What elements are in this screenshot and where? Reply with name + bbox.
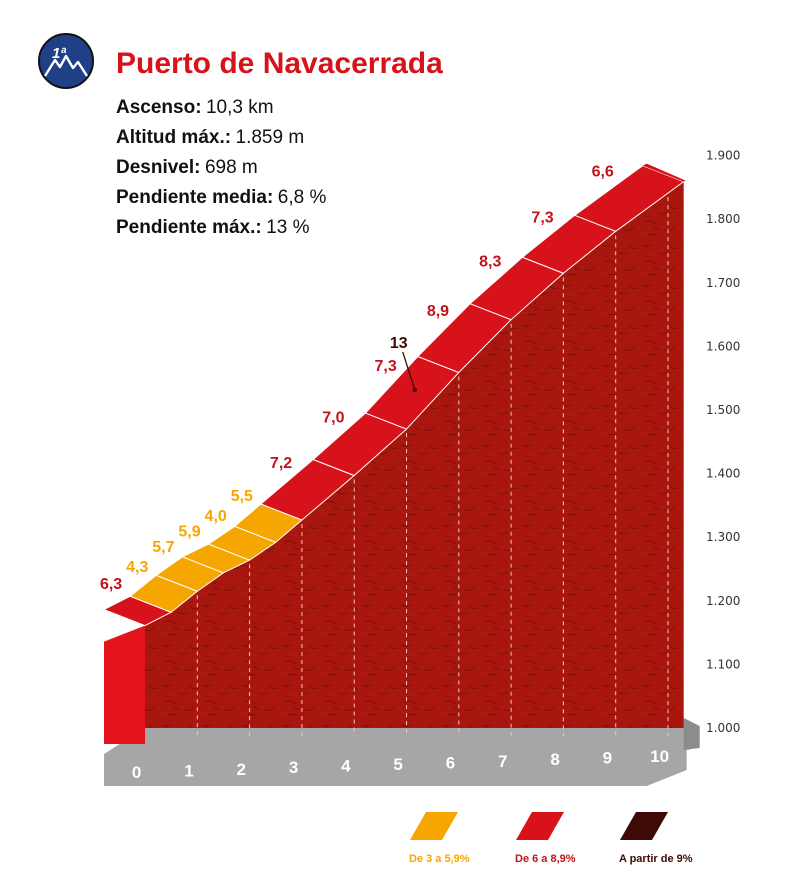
ribbon-cap (642, 163, 686, 182)
gradient-label: 6,3 (100, 576, 122, 593)
stat-pendiente-max: Pendiente máx.: 13 % (116, 217, 310, 238)
mountain-icon (43, 54, 89, 77)
profile-body (145, 181, 684, 728)
y-tick-label: 1.900 (706, 149, 740, 163)
gradient-label: 4,3 (126, 559, 148, 576)
x-tick-label: 9 (603, 749, 612, 768)
x-tick-label: 1 (184, 761, 193, 780)
y-tick-label: 1.000 (706, 721, 740, 735)
legend-label: De 3 a 5,9% (409, 853, 470, 865)
x-tick-label: 0 (132, 763, 141, 782)
stat-ascenso: Ascenso: 10,3 km (116, 97, 274, 118)
y-tick-label: 1.100 (706, 657, 740, 671)
gradient-label: 5,7 (152, 539, 174, 556)
x-tick-label: 3 (289, 758, 298, 777)
annotation-dot (412, 387, 417, 393)
category-badge: 1ª (38, 33, 94, 89)
legend-swatch (620, 812, 668, 840)
stat-desnivel: Desnivel: 698 m (116, 157, 258, 178)
y-tick-label: 1.300 (706, 530, 740, 544)
gradient-label: 8,3 (479, 253, 501, 270)
y-tick-label: 1.700 (706, 276, 740, 290)
gradient-label: 7,0 (322, 409, 344, 426)
y-tick-label: 1.400 (706, 467, 740, 481)
stat-altitud: Altitud máx.: 1.859 m (116, 127, 304, 148)
gradient-label: 5,9 (178, 523, 200, 540)
chart-title: Puerto de Navacerrada (116, 47, 443, 80)
y-tick-label: 1.600 (706, 339, 740, 353)
legend-swatch (516, 812, 564, 840)
gradient-label: 7,2 (270, 455, 292, 472)
legend-swatch (410, 812, 458, 840)
gradient-label: 5,5 (231, 488, 253, 505)
gradient-label: 6,6 (592, 163, 614, 180)
base-end (683, 718, 700, 750)
x-tick-label: 2 (237, 760, 246, 779)
x-tick-label: 4 (341, 757, 351, 776)
annotation-label: 13 (390, 335, 408, 352)
legend-label: De 6 a 8,9% (515, 853, 576, 865)
base-strip (104, 728, 687, 786)
x-tick-label: 7 (498, 752, 507, 771)
gradient-label: 4,0 (205, 508, 227, 525)
legend-label: A partir de 9% (619, 853, 693, 865)
category-label: 1ª (52, 45, 66, 62)
y-tick-label: 1.800 (706, 212, 740, 226)
y-tick-label: 1.200 (706, 594, 740, 608)
x-tick-label: 8 (550, 750, 559, 769)
stat-pendiente-media: Pendiente media: 6,8 % (116, 187, 326, 208)
x-tick-label: 5 (393, 755, 402, 774)
gradient-label: 7,3 (531, 209, 553, 226)
stats-block: Ascenso: 10,3 km Altitud máx.: 1.859 m D… (116, 97, 326, 238)
y-tick-label: 1.500 (706, 403, 740, 417)
profile-front-face (104, 625, 145, 744)
x-tick-label: 6 (446, 753, 455, 772)
gradient-label: 7,3 (375, 358, 397, 375)
annotation-leader (402, 351, 416, 391)
x-tick-label: 10 (650, 747, 669, 766)
gradient-label: 8,9 (427, 303, 449, 320)
